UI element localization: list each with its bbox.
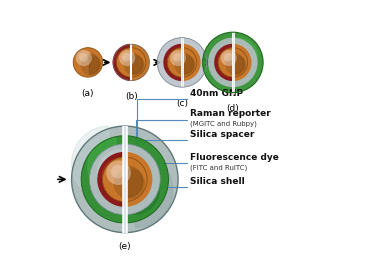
- Circle shape: [116, 48, 146, 77]
- Circle shape: [219, 44, 251, 76]
- Circle shape: [169, 44, 201, 76]
- Circle shape: [167, 48, 197, 77]
- Polygon shape: [125, 152, 152, 206]
- Circle shape: [102, 157, 147, 202]
- Circle shape: [208, 38, 258, 87]
- Circle shape: [81, 55, 101, 76]
- Circle shape: [124, 55, 144, 76]
- Polygon shape: [98, 152, 125, 206]
- Polygon shape: [131, 44, 149, 80]
- Polygon shape: [134, 162, 160, 214]
- Polygon shape: [239, 38, 257, 75]
- Circle shape: [122, 53, 131, 62]
- Polygon shape: [127, 166, 143, 197]
- Text: Silica spacer: Silica spacer: [190, 130, 254, 139]
- Circle shape: [81, 136, 169, 223]
- Circle shape: [114, 168, 145, 199]
- Polygon shape: [72, 126, 109, 201]
- Polygon shape: [182, 44, 200, 80]
- Polygon shape: [89, 53, 100, 74]
- Polygon shape: [116, 49, 127, 72]
- Text: Silica shell: Silica shell: [190, 177, 245, 186]
- Polygon shape: [164, 44, 182, 80]
- Polygon shape: [183, 53, 194, 74]
- Circle shape: [218, 48, 248, 77]
- Polygon shape: [215, 44, 233, 80]
- Circle shape: [106, 160, 131, 185]
- Circle shape: [72, 126, 178, 233]
- Circle shape: [96, 149, 146, 199]
- Polygon shape: [88, 138, 116, 195]
- Circle shape: [225, 55, 246, 76]
- Polygon shape: [233, 44, 251, 80]
- Circle shape: [79, 53, 88, 62]
- Circle shape: [224, 53, 232, 62]
- Circle shape: [119, 50, 135, 66]
- Circle shape: [203, 32, 263, 93]
- Circle shape: [89, 144, 160, 215]
- Circle shape: [111, 165, 124, 178]
- Text: (b): (b): [125, 92, 138, 101]
- Text: (a): (a): [82, 89, 94, 98]
- Polygon shape: [234, 53, 245, 74]
- Polygon shape: [102, 159, 118, 191]
- Circle shape: [73, 48, 103, 77]
- Polygon shape: [136, 153, 173, 227]
- Text: Raman reporter: Raman reporter: [190, 109, 271, 118]
- Text: (MGITC and Rubpy): (MGITC and Rubpy): [190, 121, 257, 127]
- Polygon shape: [113, 44, 131, 80]
- Circle shape: [173, 53, 182, 62]
- Circle shape: [221, 50, 237, 66]
- Text: (c): (c): [176, 99, 188, 108]
- Polygon shape: [168, 50, 178, 71]
- Text: Fluorescence dye: Fluorescence dye: [190, 153, 279, 162]
- Circle shape: [157, 38, 207, 87]
- Circle shape: [175, 55, 195, 76]
- Text: (e): (e): [118, 242, 131, 251]
- Circle shape: [170, 50, 186, 66]
- Polygon shape: [132, 53, 143, 74]
- Circle shape: [76, 50, 92, 66]
- Text: (d): (d): [227, 104, 239, 113]
- Text: (FITC and RuITC): (FITC and RuITC): [190, 164, 247, 171]
- Text: 40nm GNP: 40nm GNP: [190, 89, 243, 98]
